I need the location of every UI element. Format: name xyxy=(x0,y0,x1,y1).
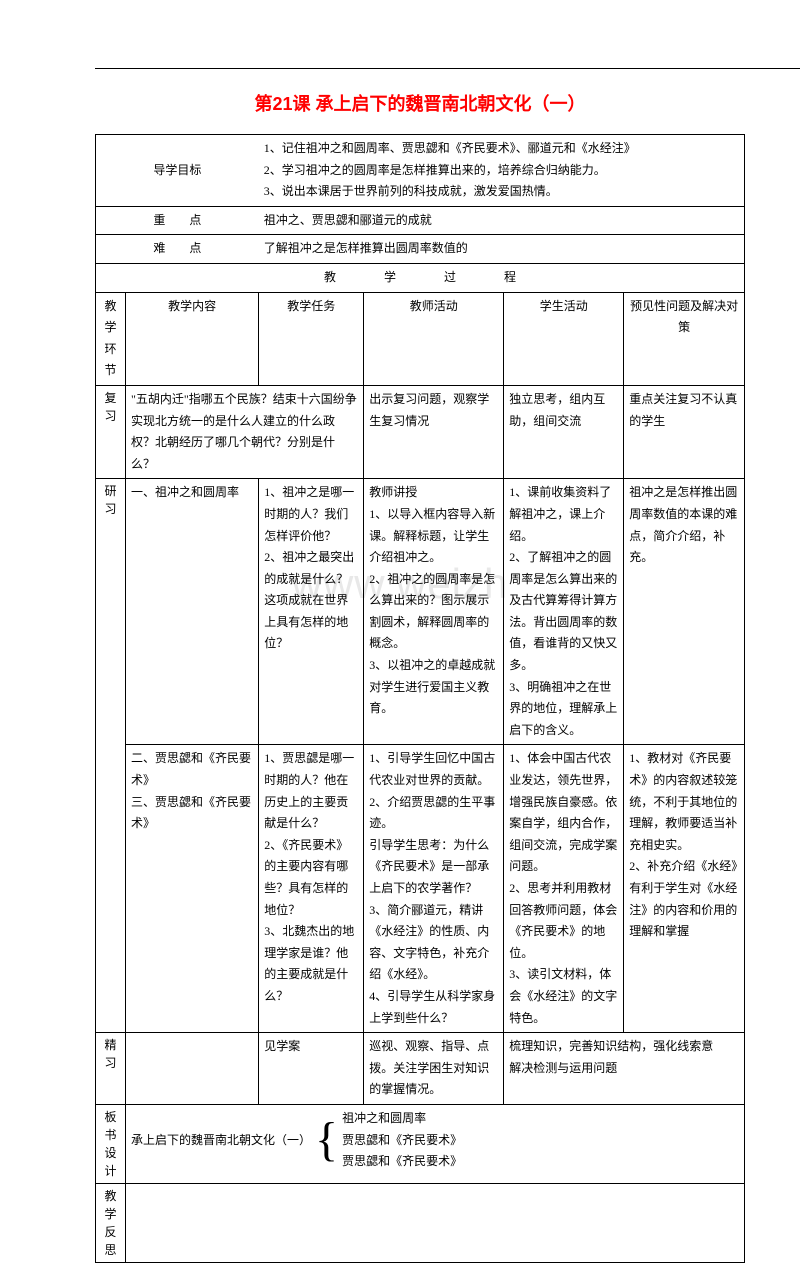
col-student: 学生活动 xyxy=(504,292,624,385)
page-title: 第21课 承上启下的魏晋南北朝文化（一） xyxy=(95,90,745,116)
diff-label: 难 点 xyxy=(96,235,259,264)
s2-teacher: 1、引导学生回忆中国古代农业对世界的贡献。 2、介绍贾思勰的生平事迹。 引导学生… xyxy=(364,745,504,1033)
review-teacher: 出示复习问题，观察学生复习情况 xyxy=(364,385,504,478)
refine-label: 精习 xyxy=(96,1033,126,1105)
study-label: 研习 xyxy=(96,479,126,1033)
board-items: 祖冲之和圆周率 贾思勰和《齐民要术》 贾思勰和《齐民要术》 xyxy=(342,1108,462,1173)
reflect-content xyxy=(126,1183,745,1262)
refine-row: 精习 见学案 巡视、观察、指导、点拨。关注学困生对知识的掌握情况。 梳理知识，完… xyxy=(96,1033,745,1105)
s2-student: 1、体会中国古代农业发达，领先世界，增强民族自豪感。依案自学，组内合作，组间交流… xyxy=(504,745,624,1033)
study-row-1: 研习 一、祖冲之和圆周率 1、祖冲之是哪一时期的人？我们怎样评价他？ 2、祖冲之… xyxy=(96,479,745,745)
s1-task: 1、祖冲之是哪一时期的人？我们怎样评价他？ 2、祖冲之最突出的成就是什么？这项成… xyxy=(259,479,364,745)
s1-content: 一、祖冲之和圆周率 xyxy=(126,479,259,745)
goal-row: 导学目标 1、记住祖冲之和圆周率、贾思勰和《齐民要术》、郦道元和《水经注》 2、… xyxy=(96,135,745,207)
bracket-icon: { xyxy=(315,1110,338,1170)
key-content: 祖冲之、贾思勰和郦道元的成就 xyxy=(259,206,745,235)
s1-student: 1、课前收集资料了解祖冲之，课上介绍。 2、了解祖冲之的圆周率是怎么算出来的及古… xyxy=(504,479,624,745)
s2-problem: 1、教材对《齐民要术》的内容叙述较笼统，不利于其地位的理解，教师要适当补充相史实… xyxy=(624,745,745,1033)
key-label: 重 点 xyxy=(96,206,259,235)
review-row: 复习 "五胡内迁"指哪五个民族？结束十六国纷争实现北方统一的是什么人建立的什么政… xyxy=(96,385,745,478)
process-header-row: 教 学 过 程 xyxy=(96,263,745,292)
refine-teacher: 巡视、观察、指导、点拨。关注学困生对知识的掌握情况。 xyxy=(364,1033,504,1105)
process-title: 教 学 过 程 xyxy=(96,263,745,292)
goal-label: 导学目标 xyxy=(96,135,259,207)
diff-row: 难 点 了解祖冲之是怎样推算出圆周率数值的 xyxy=(96,235,745,264)
review-label: 复习 xyxy=(96,385,126,478)
review-content: "五胡内迁"指哪五个民族？结束十六国纷争实现北方统一的是什么人建立的什么政权？北… xyxy=(126,385,364,478)
board-main: 承上启下的魏晋南北朝文化（一） xyxy=(131,1130,311,1152)
col-content: 教学内容 xyxy=(126,292,259,385)
s1-teacher: 教师讲授 1、以导入框内容导入新课。解释标题，让学生介绍祖冲之。 2、祖冲之的圆… xyxy=(364,479,504,745)
col-teacher: 教师活动 xyxy=(364,292,504,385)
column-header-row: 教学 环节 教学内容 教学任务 教师活动 学生活动 预见性问题及解决对策 xyxy=(96,292,745,385)
key-row: 重 点 祖冲之、贾思勰和郦道元的成就 xyxy=(96,206,745,235)
refine-student: 梳理知识，完善知识结构，强化线索意 解决检测与运用问题 xyxy=(504,1033,745,1105)
board-row: 板书 设计 承上启下的魏晋南北朝文化（一） { 祖冲之和圆周率 贾思勰和《齐民要… xyxy=(96,1104,745,1183)
goal-content: 1、记住祖冲之和圆周率、贾思勰和《齐民要术》、郦道元和《水经注》 2、学习祖冲之… xyxy=(259,135,745,207)
col-env: 教学 环节 xyxy=(96,292,126,385)
lesson-plan-table: 导学目标 1、记住祖冲之和圆周率、贾思勰和《齐民要术》、郦道元和《水经注》 2、… xyxy=(95,134,745,1263)
refine-content xyxy=(126,1033,259,1105)
refine-task: 见学案 xyxy=(259,1033,364,1105)
col-task: 教学任务 xyxy=(259,292,364,385)
s2-content: 二、贾思勰和《齐民要术》 三、贾思勰和《齐民要术》 xyxy=(126,745,259,1033)
board-label: 板书 设计 xyxy=(96,1104,126,1183)
reflect-row: 教学 反思 xyxy=(96,1183,745,1262)
col-problem: 预见性问题及解决对策 xyxy=(624,292,745,385)
reflect-label: 教学 反思 xyxy=(96,1183,126,1262)
s1-problem: 祖冲之是怎样推出圆周率数值的本课的难点，简介介绍，补充。 xyxy=(624,479,745,745)
study-row-2: 二、贾思勰和《齐民要术》 三、贾思勰和《齐民要术》 1、贾思勰是哪一时期的人？他… xyxy=(96,745,745,1033)
board-content: 承上启下的魏晋南北朝文化（一） { 祖冲之和圆周率 贾思勰和《齐民要术》 贾思勰… xyxy=(126,1104,745,1183)
s2-task: 1、贾思勰是哪一时期的人？他在历史上的主要贡献是什么？ 2、《齐民要术》的主要内… xyxy=(259,745,364,1033)
review-problem: 重点关注复习不认真的学生 xyxy=(624,385,745,478)
review-student: 独立思考，组内互助，组间交流 xyxy=(504,385,624,478)
diff-content: 了解祖冲之是怎样推算出圆周率数值的 xyxy=(259,235,745,264)
